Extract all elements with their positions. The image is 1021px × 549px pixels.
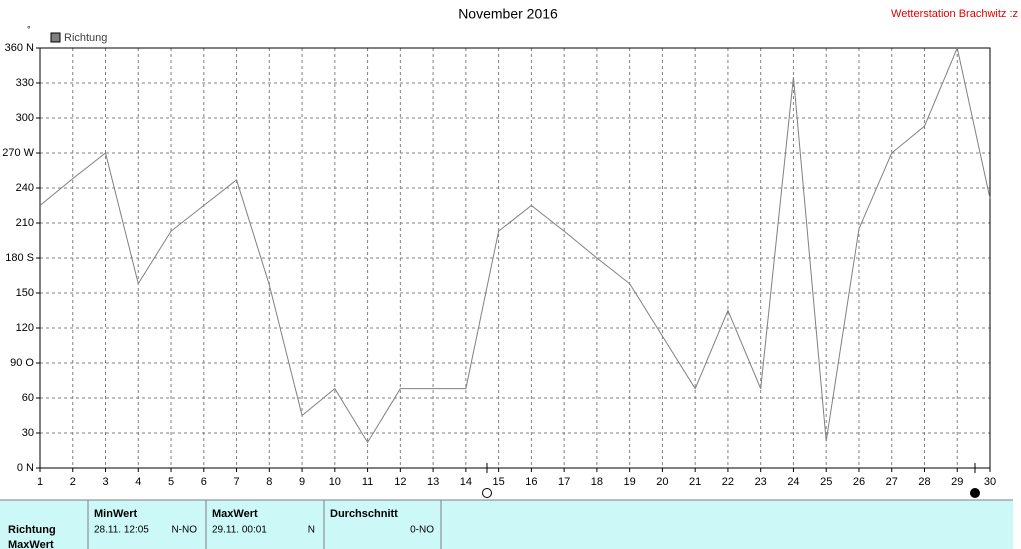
x-tick-label: 14 — [460, 476, 472, 488]
x-tick-label: 17 — [558, 476, 570, 488]
x-tick-label: 7 — [233, 476, 239, 488]
y-unit: ° — [27, 24, 31, 34]
table-header: MaxWert — [212, 508, 258, 520]
table-cell: N-NO — [171, 525, 197, 536]
x-tick-label: 13 — [427, 476, 439, 488]
table-header: MinWert — [94, 508, 138, 520]
x-tick-label: 27 — [886, 476, 898, 488]
x-tick-label: 20 — [656, 476, 668, 488]
table-header: Durchschnitt — [330, 508, 398, 520]
table-cell: 0-NO — [410, 525, 434, 536]
x-tick-label: 9 — [299, 476, 305, 488]
legend-swatch — [50, 32, 61, 43]
x-tick-label: 19 — [624, 476, 636, 488]
x-tick-label: 21 — [689, 476, 701, 488]
table-cell: 28.11. 12:05 — [94, 525, 149, 536]
x-tick-label: 29 — [951, 476, 963, 488]
y-tick-label: 210 — [16, 217, 34, 229]
chart-title: November 2016 — [458, 6, 558, 22]
x-tick-label: 1 — [37, 476, 43, 488]
x-tick-label: 30 — [984, 476, 996, 488]
x-tick-label: 25 — [820, 476, 832, 488]
y-tick-label: 150 — [16, 287, 34, 299]
y-tick-label: 300 — [16, 112, 34, 124]
moon-new — [970, 488, 980, 498]
data-line — [39, 46, 991, 444]
stats-table: MinWert MaxWert Durchschnitt Richtung 28… — [0, 499, 1021, 549]
y-tick-label: 180 S — [5, 252, 34, 264]
x-tick-label: 2 — [70, 476, 76, 488]
x-tick-label: 16 — [525, 476, 537, 488]
table-bg — [0, 500, 1013, 549]
x-tick-label: 26 — [853, 476, 865, 488]
table-cell: 29.11. 00:01 — [212, 525, 267, 536]
y-tick-label: 270 W — [2, 147, 34, 159]
table-cell: N — [308, 525, 315, 536]
y-tick-label: 60 — [22, 392, 34, 404]
x-tick-label: 8 — [266, 476, 272, 488]
x-tick-label: 11 — [362, 476, 373, 488]
x-tick-label: 18 — [591, 476, 603, 488]
y-tick-label: 30 — [22, 427, 34, 439]
x-tick-label: 22 — [722, 476, 734, 488]
x-tick-label: 4 — [135, 476, 141, 488]
x-tick-label: 12 — [394, 476, 406, 488]
x-tick-label: 6 — [201, 476, 207, 488]
legend-label: Richtung — [64, 32, 107, 44]
x-tick-label: 24 — [787, 476, 799, 488]
y-tick-label: 0 N — [17, 462, 34, 474]
y-tick-label: 240 — [16, 182, 34, 194]
plot-frame — [39, 47, 991, 469]
y-tick-label: 120 — [16, 322, 34, 334]
moon-full — [482, 488, 492, 498]
row-label: MaxWert — [8, 539, 54, 549]
x-tick-label: 5 — [168, 476, 174, 488]
x-tick-label: 23 — [755, 476, 767, 488]
x-tick-label: 3 — [102, 476, 108, 488]
x-tick-label: 28 — [918, 476, 930, 488]
row-label: Richtung — [8, 524, 56, 536]
y-tick-label: 90 O — [10, 357, 34, 369]
station-name: Wetterstation Brachwitz :z — [891, 8, 1018, 20]
y-tick-label: 330 — [16, 77, 34, 89]
table-edge — [1013, 500, 1021, 549]
x-tick-label: 10 — [329, 476, 341, 488]
x-tick-label: 15 — [492, 476, 504, 488]
y-tick-label: 360 N — [5, 42, 34, 54]
